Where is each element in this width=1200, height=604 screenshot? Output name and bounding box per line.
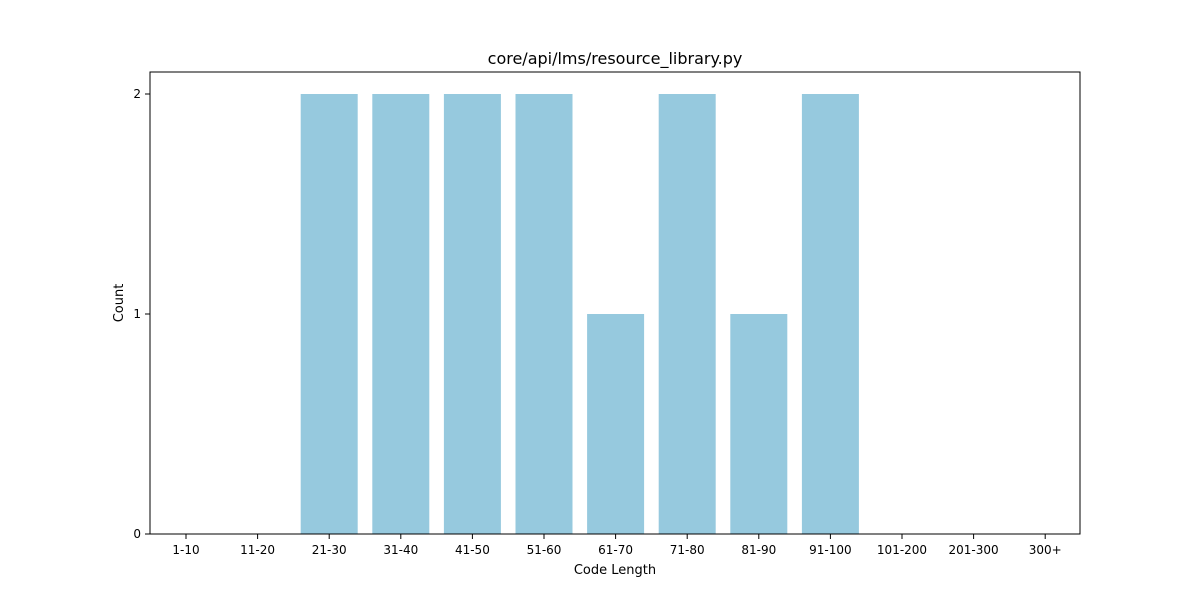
y-tick-label: 2	[133, 87, 141, 101]
bar-91-100	[801, 94, 859, 534]
y-axis-ticks: 0 1 2	[133, 87, 150, 541]
bar-21-30	[300, 94, 358, 534]
x-tick-label: 31-40	[383, 543, 418, 557]
bar-61-70	[587, 314, 645, 534]
bar-41-50	[443, 94, 501, 534]
y-tick-label: 0	[133, 527, 141, 541]
x-tick-label: 51-60	[527, 543, 562, 557]
x-tick-label: 1-10	[172, 543, 199, 557]
x-tick-label: 101-200	[877, 543, 927, 557]
x-tick-label: 11-20	[240, 543, 275, 557]
y-axis-label: Count	[112, 284, 127, 323]
x-tick-label: 21-30	[312, 543, 347, 557]
y-tick-label: 1	[133, 307, 141, 321]
x-tick-label: 71-80	[670, 543, 705, 557]
x-tick-label: 61-70	[598, 543, 633, 557]
x-tick-label: 91-100	[809, 543, 852, 557]
chart-title: core/api/lms/resource_library.py	[488, 49, 743, 69]
x-tick-label: 201-300	[949, 543, 999, 557]
x-tick-label: 81-90	[741, 543, 776, 557]
plot-area-frame	[149, 71, 1081, 535]
x-tick-label: 41-50	[455, 543, 490, 557]
bar-51-60	[515, 94, 573, 534]
bar-31-40	[372, 94, 430, 534]
x-axis-label: Code Length	[574, 563, 656, 578]
x-tick-label: 300+	[1029, 543, 1062, 557]
bar-81-90	[730, 314, 788, 534]
bar-71-80	[658, 94, 716, 534]
bars-layer	[300, 94, 859, 534]
x-axis-ticks: 1-10 11-20 21-30 31-40 41-50 51-60 61-70 71-80 8…	[172, 534, 1062, 557]
